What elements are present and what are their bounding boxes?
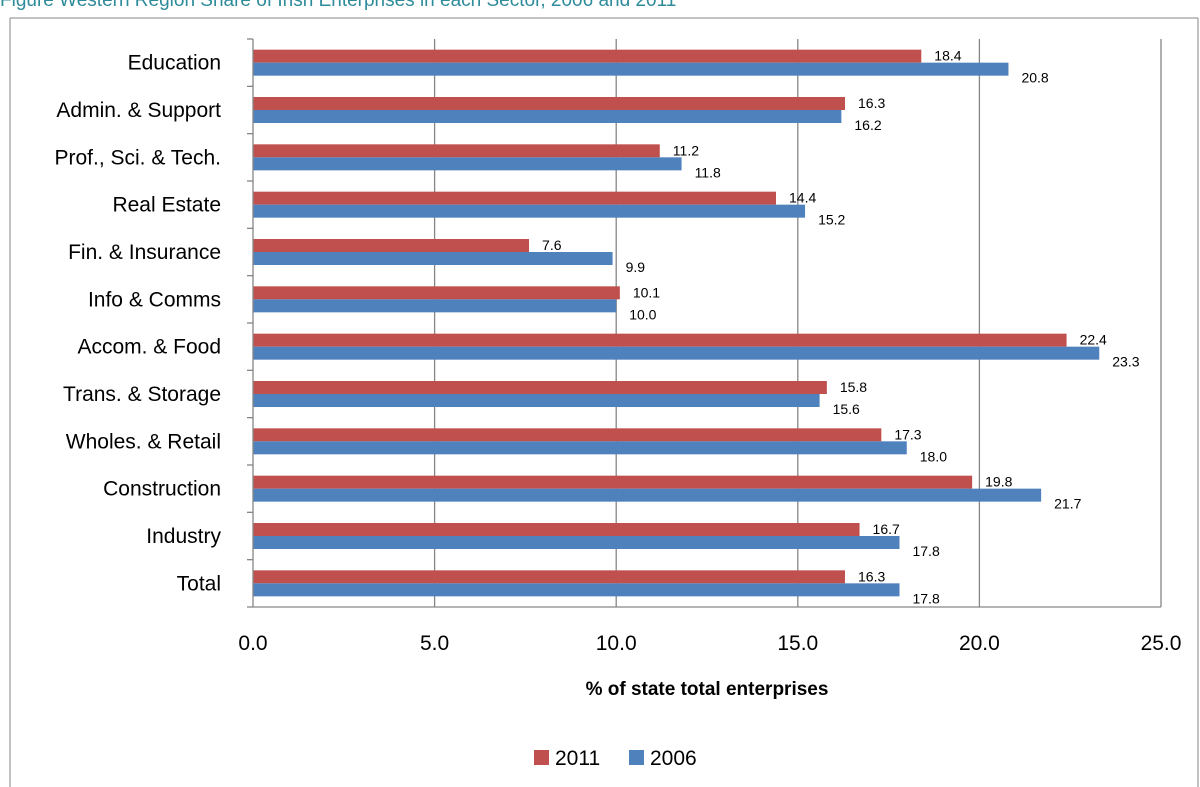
bar-2011 <box>253 333 1067 347</box>
data-label-2006: 10.0 <box>629 306 656 322</box>
category-label: Industry <box>146 525 221 548</box>
category-label: Trans. & Storage <box>63 383 221 406</box>
bar-2006 <box>253 252 613 265</box>
legend-label-2011: 2011 <box>555 747 600 770</box>
bar-2006 <box>253 488 1042 502</box>
bar-2006 <box>253 583 900 597</box>
category-label: Admin. & Support <box>56 99 221 122</box>
category-label: Accom. & Food <box>77 336 221 359</box>
bar-2006 <box>253 394 820 407</box>
data-label-2006: 20.8 <box>1021 70 1048 86</box>
x-tick-label: 15.0 <box>777 632 818 655</box>
category-label: Real Estate <box>112 194 221 217</box>
data-label-2011: 14.4 <box>789 190 816 206</box>
data-label-2006: 9.9 <box>626 259 646 275</box>
bar-2011 <box>253 381 827 394</box>
bar-2011 <box>253 428 882 442</box>
x-tick-label: 5.0 <box>420 632 449 655</box>
category-label: Prof., Sci. & Tech. <box>54 146 221 169</box>
bars <box>253 49 1100 597</box>
data-label-2006: 18.0 <box>920 448 947 464</box>
legend: 2011 2006 <box>534 747 697 770</box>
data-label-2011: 16.3 <box>858 568 885 584</box>
data-label-2011: 17.3 <box>894 426 921 442</box>
category-labels: Education Admin. & Support Prof., Sci. & T… <box>54 52 221 596</box>
category-label: Fin. & Insurance <box>68 241 221 264</box>
data-labels: 18.4 20.8 16.3 16.2 11.2 11.8 14.415.2 7.6 9.9 10… <box>542 48 1140 607</box>
data-label-2011: 22.4 <box>1080 332 1107 348</box>
category-label: Info & Comms <box>88 288 221 311</box>
figure-title: Figure Western Region Share of Irish Ent… <box>0 0 676 11</box>
data-label-2006: 15.2 <box>818 212 845 228</box>
data-label-2006: 17.8 <box>912 590 939 606</box>
bar-2006 <box>253 299 617 313</box>
bar-2011 <box>253 191 777 205</box>
bar-2011 <box>253 286 620 300</box>
data-label-2006: 15.6 <box>833 401 860 417</box>
bar-2006 <box>253 157 682 171</box>
bar-2011 <box>253 97 846 110</box>
data-label-2006: 17.8 <box>912 543 939 559</box>
data-label-2006: 23.3 <box>1112 354 1139 370</box>
data-label-2006: 11.8 <box>695 164 721 180</box>
bar-2006 <box>253 110 842 123</box>
data-label-2011: 16.7 <box>873 521 900 537</box>
bar-2011 <box>253 570 846 584</box>
x-axis-title: % of state total enterprises <box>586 679 829 700</box>
axes <box>247 38 1161 608</box>
x-tick-label: 25.0 <box>1141 632 1182 655</box>
bar-2006 <box>253 346 1100 360</box>
data-label-2011: 16.3 <box>858 95 885 111</box>
data-label-2011: 10.1 <box>633 284 660 300</box>
data-label-2011: 18.4 <box>934 48 961 64</box>
bar-2006 <box>253 204 806 218</box>
data-label-2011: 7.6 <box>542 237 562 253</box>
chart-frame <box>9 17 1199 787</box>
category-label: Wholes. & Retail <box>66 430 221 453</box>
data-label-2006: 16.2 <box>854 117 881 133</box>
bar-2011 <box>253 144 660 158</box>
category-label: Total <box>177 572 221 595</box>
category-label: Education <box>128 52 221 75</box>
data-label-2011: 19.8 <box>985 474 1012 490</box>
x-tick-label: 20.0 <box>959 632 1000 655</box>
data-label-2006: 21.7 <box>1054 496 1081 512</box>
bar-2006 <box>253 441 907 455</box>
bar-2011 <box>253 523 860 536</box>
legend-swatch-2006 <box>629 750 644 765</box>
bar-2011 <box>253 239 530 252</box>
category-label: Construction <box>103 478 221 501</box>
bar-2006 <box>253 62 1009 76</box>
grid-lines <box>433 39 1162 607</box>
x-tick-label: 10.0 <box>596 632 637 655</box>
bar-2011 <box>253 475 973 489</box>
data-label-2011: 11.2 <box>673 142 699 158</box>
bar-2011 <box>253 49 922 63</box>
x-tick-label: 0.0 <box>238 632 267 655</box>
x-tick-labels: 0.0 5.0 10.0 15.0 20.0 25.0 <box>238 632 1181 655</box>
legend-swatch-2011 <box>534 750 549 765</box>
bar-2006 <box>253 536 900 549</box>
data-label-2011: 15.8 <box>840 379 867 395</box>
legend-label-2006: 2006 <box>650 747 697 770</box>
